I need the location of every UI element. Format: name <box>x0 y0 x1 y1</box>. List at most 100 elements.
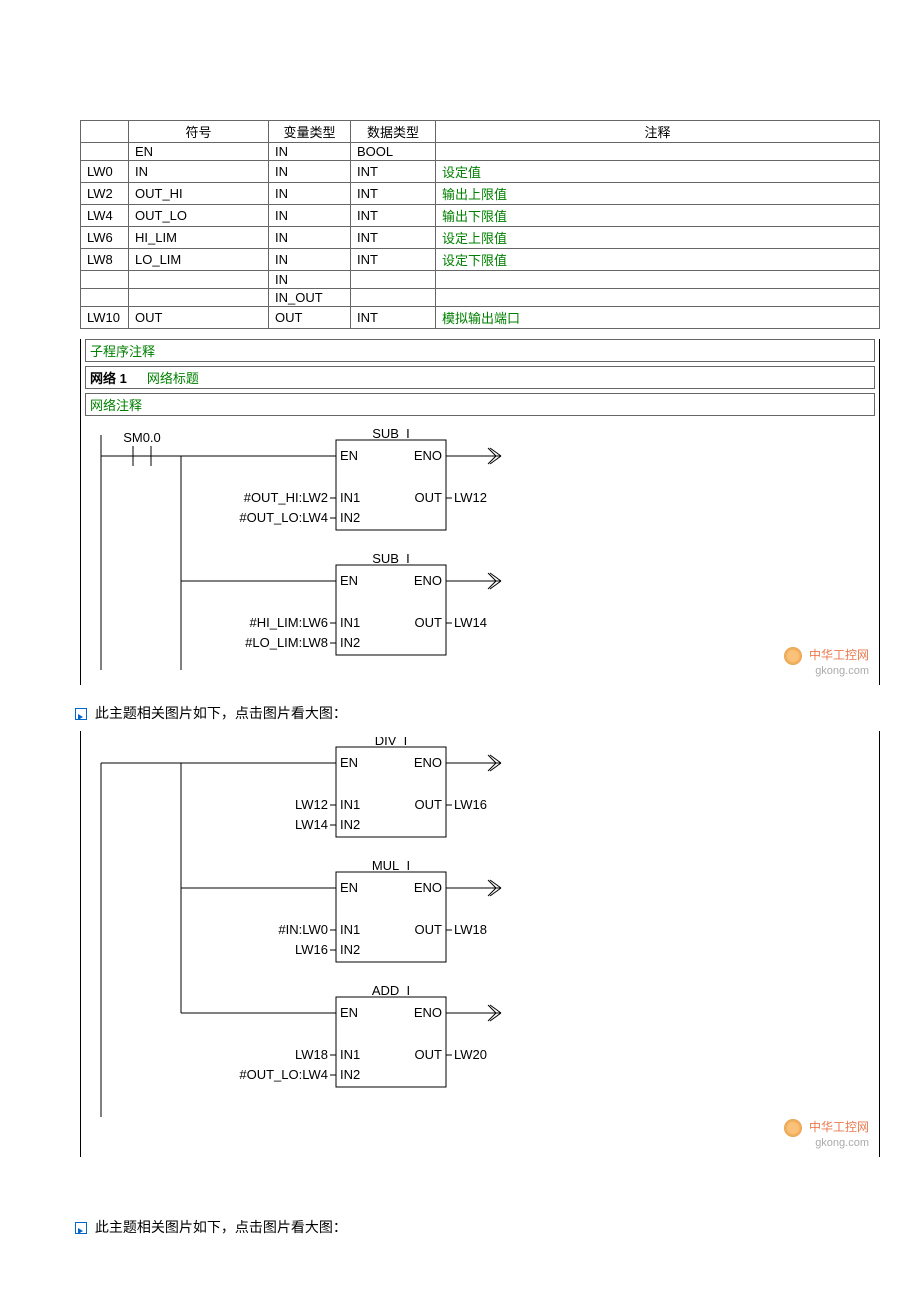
pin-ext-label: LW14 <box>454 615 487 630</box>
contact-label: SM0.0 <box>123 430 161 445</box>
col-header-comment: 注释 <box>436 121 880 143</box>
cell-comment[interactable]: 设定下限值 <box>436 249 880 271</box>
cell-datatype[interactable]: BOOL <box>351 143 436 161</box>
cell-addr[interactable] <box>81 271 129 289</box>
block-title: ADD_I <box>372 983 410 998</box>
pin-label: IN2 <box>340 817 360 832</box>
pin-label: IN2 <box>340 510 360 525</box>
table-row[interactable]: LW2OUT_HIININT输出上限值 <box>81 183 880 205</box>
cell-comment[interactable] <box>436 271 880 289</box>
pin-label: IN1 <box>340 615 360 630</box>
cell-addr[interactable]: LW8 <box>81 249 129 271</box>
gear-icon <box>784 1119 802 1137</box>
cell-addr[interactable]: LW2 <box>81 183 129 205</box>
cell-symbol[interactable]: OUT_HI <box>129 183 269 205</box>
pin-label: EN <box>340 448 358 463</box>
network-number: 网络 1 <box>90 368 127 387</box>
cell-datatype[interactable]: INT <box>351 307 436 329</box>
cell-datatype[interactable]: INT <box>351 249 436 271</box>
variable-table-panel: 符号 变量类型 数据类型 注释 ENINBOOLLW0INININT设定值LW2… <box>80 120 880 329</box>
cell-vartype[interactable]: IN_OUT <box>269 289 351 307</box>
pin-label: IN1 <box>340 922 360 937</box>
image-link-icon <box>75 1222 87 1234</box>
watermark-line1: 中华工控网 <box>809 648 869 662</box>
ladder-svg-2: DIV_IENENOIN1LW12IN2LW14OUTLW16MUL_IENEN… <box>81 737 811 1127</box>
image-link-icon <box>75 708 87 720</box>
table-row[interactable]: LW6HI_LIMININT设定上限值 <box>81 227 880 249</box>
cell-vartype[interactable]: IN <box>269 183 351 205</box>
pin-label: ENO <box>414 448 442 463</box>
cell-vartype[interactable]: IN <box>269 271 351 289</box>
cell-comment[interactable]: 模拟输出端口 <box>436 307 880 329</box>
network-header: 网络 1 网络标题 <box>85 366 875 389</box>
pin-ext-label: LW18 <box>295 1047 328 1062</box>
cell-symbol[interactable]: LO_LIM <box>129 249 269 271</box>
table-row[interactable]: LW10OUTOUTINT模拟输出端口 <box>81 307 880 329</box>
watermark-line2: gkong.com <box>815 665 869 677</box>
caption-text[interactable]: 此主题相关图片如下，点击图片看大图： <box>95 705 347 721</box>
cell-datatype[interactable] <box>351 289 436 307</box>
pin-ext-label: #OUT_LO:LW4 <box>239 1067 328 1082</box>
cell-vartype[interactable]: IN <box>269 161 351 183</box>
cell-datatype[interactable]: INT <box>351 183 436 205</box>
caption-text[interactable]: 此主题相关图片如下，点击图片看大图： <box>95 1219 347 1235</box>
cell-symbol[interactable]: OUT <box>129 307 269 329</box>
cell-comment[interactable]: 输出下限值 <box>436 205 880 227</box>
network-title: 网络标题 <box>147 368 199 387</box>
cell-vartype[interactable]: IN <box>269 227 351 249</box>
table-row[interactable]: IN <box>81 271 880 289</box>
cell-vartype[interactable]: IN <box>269 249 351 271</box>
ladder-diagram-1: 子程序注释 网络 1 网络标题 网络注释 SM0.0SUB_IENENOIN1#… <box>80 339 880 685</box>
pin-ext-label: #OUT_LO:LW4 <box>239 510 328 525</box>
pin-ext-label: LW14 <box>295 817 328 832</box>
table-row[interactable]: ENINBOOL <box>81 143 880 161</box>
table-row[interactable]: IN_OUT <box>81 289 880 307</box>
block-title: MUL_I <box>372 858 410 873</box>
cell-datatype[interactable]: INT <box>351 227 436 249</box>
cell-comment[interactable]: 设定上限值 <box>436 227 880 249</box>
cell-addr[interactable]: LW6 <box>81 227 129 249</box>
pin-label: IN1 <box>340 797 360 812</box>
cell-addr[interactable]: LW0 <box>81 161 129 183</box>
pin-label: ENO <box>414 880 442 895</box>
ladder-diagram-2: DIV_IENENOIN1LW12IN2LW14OUTLW16MUL_IENEN… <box>80 731 880 1157</box>
pin-ext-label: LW16 <box>295 942 328 957</box>
cell-symbol[interactable] <box>129 289 269 307</box>
cell-datatype[interactable]: INT <box>351 161 436 183</box>
cell-addr[interactable] <box>81 143 129 161</box>
sub-comment-label: 子程序注释 <box>85 339 875 362</box>
cell-symbol[interactable] <box>129 271 269 289</box>
cell-symbol[interactable]: OUT_LO <box>129 205 269 227</box>
cell-symbol[interactable]: EN <box>129 143 269 161</box>
pin-label: EN <box>340 1005 358 1020</box>
pin-label: EN <box>340 880 358 895</box>
cell-addr[interactable] <box>81 289 129 307</box>
pin-ext-label: #HI_LIM:LW6 <box>249 615 328 630</box>
cell-comment[interactable]: 输出上限值 <box>436 183 880 205</box>
cell-comment[interactable] <box>436 143 880 161</box>
col-header-symbol: 符号 <box>129 121 269 143</box>
cell-comment[interactable] <box>436 289 880 307</box>
image-caption: 此主题相关图片如下，点击图片看大图： <box>75 703 880 723</box>
table-row[interactable]: LW0INININT设定值 <box>81 161 880 183</box>
table-header-row: 符号 变量类型 数据类型 注释 <box>81 121 880 143</box>
cell-symbol[interactable]: HI_LIM <box>129 227 269 249</box>
cell-comment[interactable]: 设定值 <box>436 161 880 183</box>
cell-datatype[interactable] <box>351 271 436 289</box>
pin-ext-label: LW20 <box>454 1047 487 1062</box>
pin-label: EN <box>340 755 358 770</box>
cell-addr[interactable]: LW10 <box>81 307 129 329</box>
table-row[interactable]: LW8LO_LIMININT设定下限值 <box>81 249 880 271</box>
cell-addr[interactable]: LW4 <box>81 205 129 227</box>
table-row[interactable]: LW4OUT_LOININT输出下限值 <box>81 205 880 227</box>
pin-ext-label: LW12 <box>295 797 328 812</box>
block-title: SUB_I <box>372 426 410 441</box>
cell-symbol[interactable]: IN <box>129 161 269 183</box>
ladder-svg-1: SM0.0SUB_IENENOIN1#OUT_HI:LW2IN2#OUT_LO:… <box>81 420 811 675</box>
pin-label: IN2 <box>340 942 360 957</box>
cell-datatype[interactable]: INT <box>351 205 436 227</box>
cell-vartype[interactable]: IN <box>269 143 351 161</box>
pin-ext-label: #LO_LIM:LW8 <box>245 635 328 650</box>
cell-vartype[interactable]: OUT <box>269 307 351 329</box>
cell-vartype[interactable]: IN <box>269 205 351 227</box>
